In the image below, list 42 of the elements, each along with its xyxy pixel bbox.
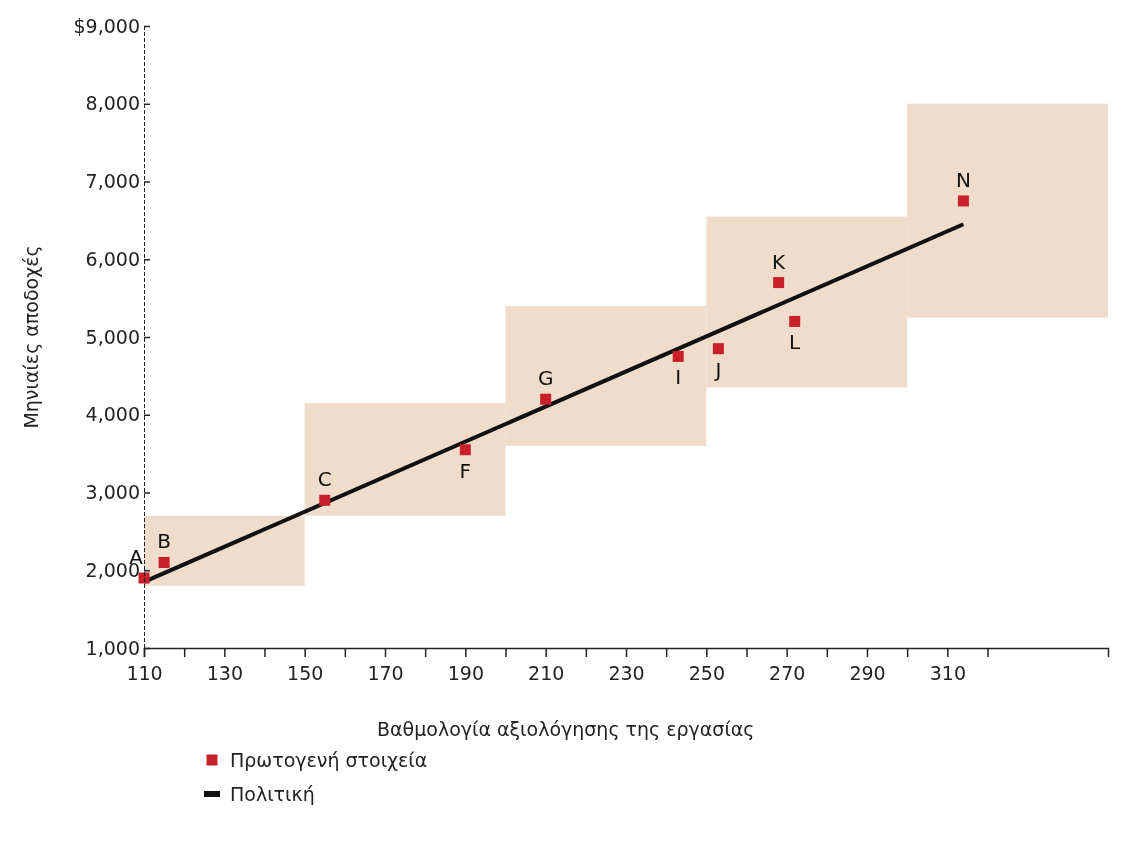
annotation: I <box>675 365 682 390</box>
y-axis-title: Μηνιαίες αποδοχές <box>20 245 42 429</box>
annotation: B <box>157 529 171 554</box>
x-tick-label: 110 <box>126 662 163 685</box>
x-tick-label: 250 <box>688 662 725 685</box>
point <box>138 572 150 584</box>
y-tick-label: 3,000 <box>85 481 140 504</box>
x-tick-label: 150 <box>287 662 324 685</box>
point <box>712 343 724 355</box>
x-axis-title: Βαθμολογία αξιολόγησης της εργασίας <box>376 718 755 740</box>
point <box>540 393 552 405</box>
y-tick-label: 8,000 <box>85 92 140 115</box>
y-tick-label: 7,000 <box>85 170 140 193</box>
annotation: N <box>955 167 971 192</box>
legend-label: Πρωτογενή στοιχεία <box>230 749 428 771</box>
point <box>459 444 471 456</box>
legend-label: Πολιτική <box>230 783 315 805</box>
annotation: C <box>317 467 332 492</box>
annotation: J <box>713 357 722 382</box>
x-tick-label: 190 <box>447 662 484 685</box>
point <box>789 315 801 327</box>
point <box>158 556 170 568</box>
annotation: L <box>789 330 802 355</box>
annotation: G <box>537 366 554 391</box>
x-tick-label: 290 <box>849 662 886 685</box>
y-tick-label: $9,000 <box>73 14 140 37</box>
annotation: K <box>772 249 787 274</box>
point <box>957 195 969 207</box>
point <box>672 350 684 362</box>
point <box>319 494 331 506</box>
x-tick-label: 130 <box>206 662 243 685</box>
x-tick-label: 230 <box>608 662 645 685</box>
y-tick-label: 5,000 <box>85 325 140 348</box>
y-tick-label: 4,000 <box>85 403 140 426</box>
point <box>773 277 785 289</box>
x-tick-label: 170 <box>367 662 404 685</box>
x-tick-label: 210 <box>528 662 565 685</box>
y-tick-label: 6,000 <box>85 247 140 270</box>
x-tick-label: 270 <box>769 662 806 685</box>
x-tick-label: 310 <box>929 662 966 685</box>
y-tick-label: 1,000 <box>85 636 140 659</box>
annotation: F <box>459 458 472 483</box>
